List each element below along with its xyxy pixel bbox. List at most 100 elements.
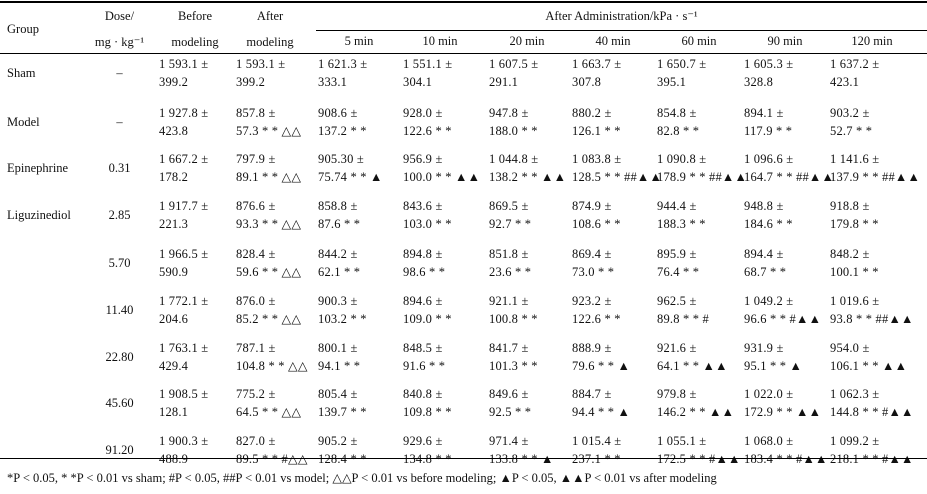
header-before-line2: modeling bbox=[171, 35, 219, 49]
cell-sd: 85.2 * * △△ bbox=[236, 312, 302, 326]
cell-sd: 126.1 * * bbox=[572, 124, 621, 138]
cell-mean: 1 763.1 ± bbox=[159, 341, 209, 355]
cell-mean: 800.1 ± bbox=[318, 341, 358, 355]
cell-sd: 164.7 * * ##▲▲ bbox=[744, 170, 835, 184]
cell-mean: 1 593.1 ± bbox=[236, 57, 286, 71]
cell-sd: 106.1 * * ▲▲ bbox=[830, 359, 908, 373]
cell-sd: 108.6 * * bbox=[572, 217, 621, 231]
cell-sd: 423.8 bbox=[159, 124, 189, 138]
row-group-label: Model bbox=[7, 115, 40, 129]
cell-mean: 1 650.7 ± bbox=[657, 57, 707, 71]
time-header: 40 min bbox=[595, 34, 631, 48]
cell-sd: 92.7 * * bbox=[489, 217, 532, 231]
cell-sd: 23.6 * * bbox=[489, 265, 532, 279]
cell-sd: 92.5 * * bbox=[489, 405, 532, 419]
row-dose: 0.31 bbox=[108, 161, 131, 175]
header-dose-line1: Dose/ bbox=[104, 9, 135, 23]
header-after-line1: After bbox=[256, 9, 284, 23]
cell-mean: 876.6 ± bbox=[236, 199, 276, 213]
cell-sd: 395.1 bbox=[657, 75, 687, 89]
header-before-line1: Before bbox=[177, 9, 212, 23]
cell-mean: 905.30 ± bbox=[318, 152, 364, 166]
cell-mean: 869.4 ± bbox=[572, 247, 612, 261]
cell-sd: 52.7 * * bbox=[830, 124, 873, 138]
cell-sd: 93.3 * * △△ bbox=[236, 217, 302, 231]
cell-sd: 307.8 bbox=[572, 75, 602, 89]
cell-sd: 172.9 * * ▲▲ bbox=[744, 405, 822, 419]
time-header: 20 min bbox=[509, 34, 545, 48]
cell-mean: 874.9 ± bbox=[572, 199, 612, 213]
cell-sd: 94.4 * * ▲ bbox=[572, 405, 631, 419]
cell-mean: 1 096.6 ± bbox=[744, 152, 794, 166]
cell-sd: 184.6 * * bbox=[744, 217, 793, 231]
cell-sd: 218.1 * * #▲▲ bbox=[830, 452, 914, 467]
cell-mean: 954.0 ± bbox=[830, 341, 870, 355]
cell-sd: 96.6 * * #▲▲ bbox=[744, 312, 822, 326]
cell-mean: 854.8 ± bbox=[657, 106, 697, 120]
header-bottom-rule bbox=[0, 53, 927, 54]
cell-mean: 1 593.1 ± bbox=[159, 57, 209, 71]
cell-sd: 204.6 bbox=[159, 312, 189, 326]
cell-sd: 179.8 * * bbox=[830, 217, 879, 231]
cell-mean: 1 141.6 ± bbox=[830, 152, 880, 166]
cell-sd: 429.4 bbox=[159, 359, 189, 373]
cell-mean: 947.8 ± bbox=[489, 106, 529, 120]
cell-mean: 848.5 ± bbox=[403, 341, 443, 355]
cell-mean: 787.1 ± bbox=[236, 341, 276, 355]
cell-sd: 104.8 * * △△ bbox=[236, 359, 308, 373]
cell-mean: 905.2 ± bbox=[318, 434, 358, 448]
table-bottom-rule bbox=[0, 458, 927, 460]
cell-mean: 903.2 ± bbox=[830, 106, 870, 120]
header-subrule bbox=[316, 30, 927, 31]
cell-mean: 1 605.3 ± bbox=[744, 57, 794, 71]
cell-mean: 1 099.2 ± bbox=[830, 434, 880, 448]
cell-mean: 956.9 ± bbox=[403, 152, 443, 166]
cell-mean: 971.4 ± bbox=[489, 434, 529, 448]
cell-mean: 805.4 ± bbox=[318, 387, 358, 401]
header-after-administration: After Administration/kPa · s⁻¹ bbox=[545, 9, 698, 23]
cell-sd: 109.0 * * bbox=[403, 312, 452, 326]
cell-mean: 848.2 ± bbox=[830, 247, 870, 261]
cell-mean: 1 022.0 ± bbox=[744, 387, 794, 401]
row-dose: 2.85 bbox=[108, 208, 131, 222]
cell-mean: 841.7 ± bbox=[489, 341, 529, 355]
cell-sd: 89.8 * * # bbox=[657, 312, 709, 326]
cell-mean: 895.9 ± bbox=[657, 247, 697, 261]
cell-sd: 68.7 * * bbox=[744, 265, 787, 279]
cell-mean: 928.0 ± bbox=[403, 106, 443, 120]
row-group-label: Sham bbox=[7, 66, 36, 80]
cell-sd: 73.0 * * bbox=[572, 265, 615, 279]
cell-sd: 100.1 * * bbox=[830, 265, 879, 279]
cell-mean: 844.2 ± bbox=[318, 247, 358, 261]
cell-mean: 1 772.1 ± bbox=[159, 294, 209, 308]
cell-mean: 894.6 ± bbox=[403, 294, 443, 308]
cell-sd: 64.5 * * △△ bbox=[236, 405, 302, 419]
cell-sd: 103.0 * * bbox=[403, 217, 452, 231]
cell-mean: 876.0 ± bbox=[236, 294, 276, 308]
cell-mean: 1 917.7 ± bbox=[159, 199, 209, 213]
row-dose: 11.40 bbox=[105, 303, 134, 317]
cell-mean: 894.1 ± bbox=[744, 106, 784, 120]
cell-mean: 840.8 ± bbox=[403, 387, 443, 401]
cell-sd: 98.6 * * bbox=[403, 265, 446, 279]
cell-mean: 884.7 ± bbox=[572, 387, 612, 401]
cell-mean: 1 068.0 ± bbox=[744, 434, 794, 448]
cell-sd: 117.9 * * bbox=[744, 124, 793, 138]
cell-sd: 178.9 * * ##▲▲ bbox=[657, 170, 748, 184]
cell-sd: 87.6 * * bbox=[318, 217, 361, 231]
cell-mean: 851.8 ± bbox=[489, 247, 529, 261]
cell-sd: 103.2 * * bbox=[318, 312, 367, 326]
cell-sd: 93.8 * * ##▲▲ bbox=[830, 312, 914, 326]
cell-mean: 894.4 ± bbox=[744, 247, 784, 261]
cell-sd: 89.1 * * △△ bbox=[236, 170, 302, 184]
cell-sd: 59.6 * * △△ bbox=[236, 265, 302, 279]
cell-mean: 843.6 ± bbox=[403, 199, 443, 213]
cell-mean: 1 049.2 ± bbox=[744, 294, 794, 308]
table-top-rule bbox=[0, 1, 927, 3]
cell-sd: 128.4 * * bbox=[318, 452, 367, 467]
footnote: *P < 0.05, * *P < 0.01 vs sham; #P < 0.0… bbox=[7, 471, 717, 485]
header-dose-line2: mg · kg⁻¹ bbox=[94, 35, 145, 49]
cell-sd: 178.2 bbox=[159, 170, 189, 184]
cell-mean: 908.6 ± bbox=[318, 106, 358, 120]
time-header: 120 min bbox=[851, 34, 893, 48]
